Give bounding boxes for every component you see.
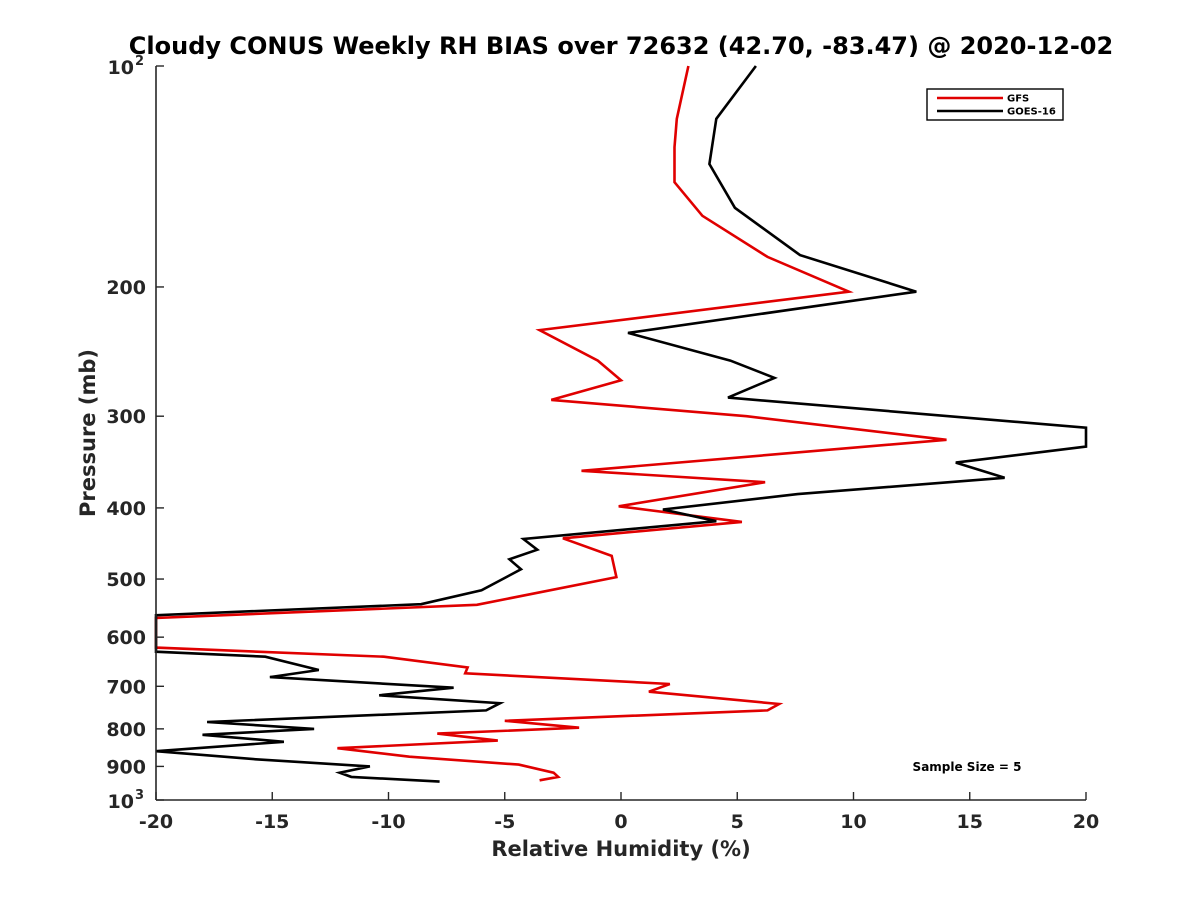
y-tick-label: 400 — [106, 498, 146, 520]
y-tick-label: 700 — [106, 676, 146, 698]
y-tick-label: 10 — [108, 57, 134, 79]
series-line-gfs — [154, 65, 947, 782]
y-tick-label: 300 — [106, 406, 146, 428]
x-tick-label: -10 — [371, 811, 405, 833]
y-tick-label: 900 — [106, 756, 146, 778]
y-tick-label: 200 — [106, 277, 146, 299]
plot-area: -20 -15 -10 -5 0 5 10 15 20 10 220030040050060070… — [106, 54, 1099, 833]
x-ticks: -20 -15 -10 -5 0 5 10 15 20 — [139, 792, 1099, 833]
series-layer — [154, 65, 1088, 783]
y-tick-label: 500 — [106, 569, 146, 591]
x-axis-label: Relative Humidity (%) — [491, 837, 750, 861]
y-tick-label: 600 — [106, 627, 146, 649]
legend-label-gfs: GFS — [1007, 94, 1029, 105]
x-tick-label: 0 — [614, 811, 627, 833]
x-tick-label: -5 — [494, 811, 515, 833]
legend-label-goes-16: GOES-16 — [1007, 107, 1056, 118]
y-axis-label: Pressure (mb) — [76, 349, 100, 517]
x-tick-label: -20 — [139, 811, 173, 833]
y-tick-exponent: 3 — [135, 788, 144, 803]
x-tick-label: 15 — [957, 811, 983, 833]
y-tick-exponent: 2 — [135, 54, 144, 69]
legend: GFS GOES-16 — [926, 88, 1064, 121]
x-tick-label: -15 — [255, 811, 289, 833]
x-tick-label: 5 — [731, 811, 744, 833]
series-line-goes-16 — [154, 65, 1088, 783]
x-tick-label: 10 — [840, 811, 866, 833]
chart-title: Cloudy CONUS Weekly RH BIAS over 72632 (… — [129, 32, 1113, 60]
y-tick-label: 10 — [108, 791, 134, 813]
y-tick-label: 800 — [106, 719, 146, 741]
legend-box — [926, 88, 1064, 121]
x-tick-label: 20 — [1073, 811, 1099, 833]
sample-size-annotation: Sample Size = 5 — [913, 760, 1022, 774]
